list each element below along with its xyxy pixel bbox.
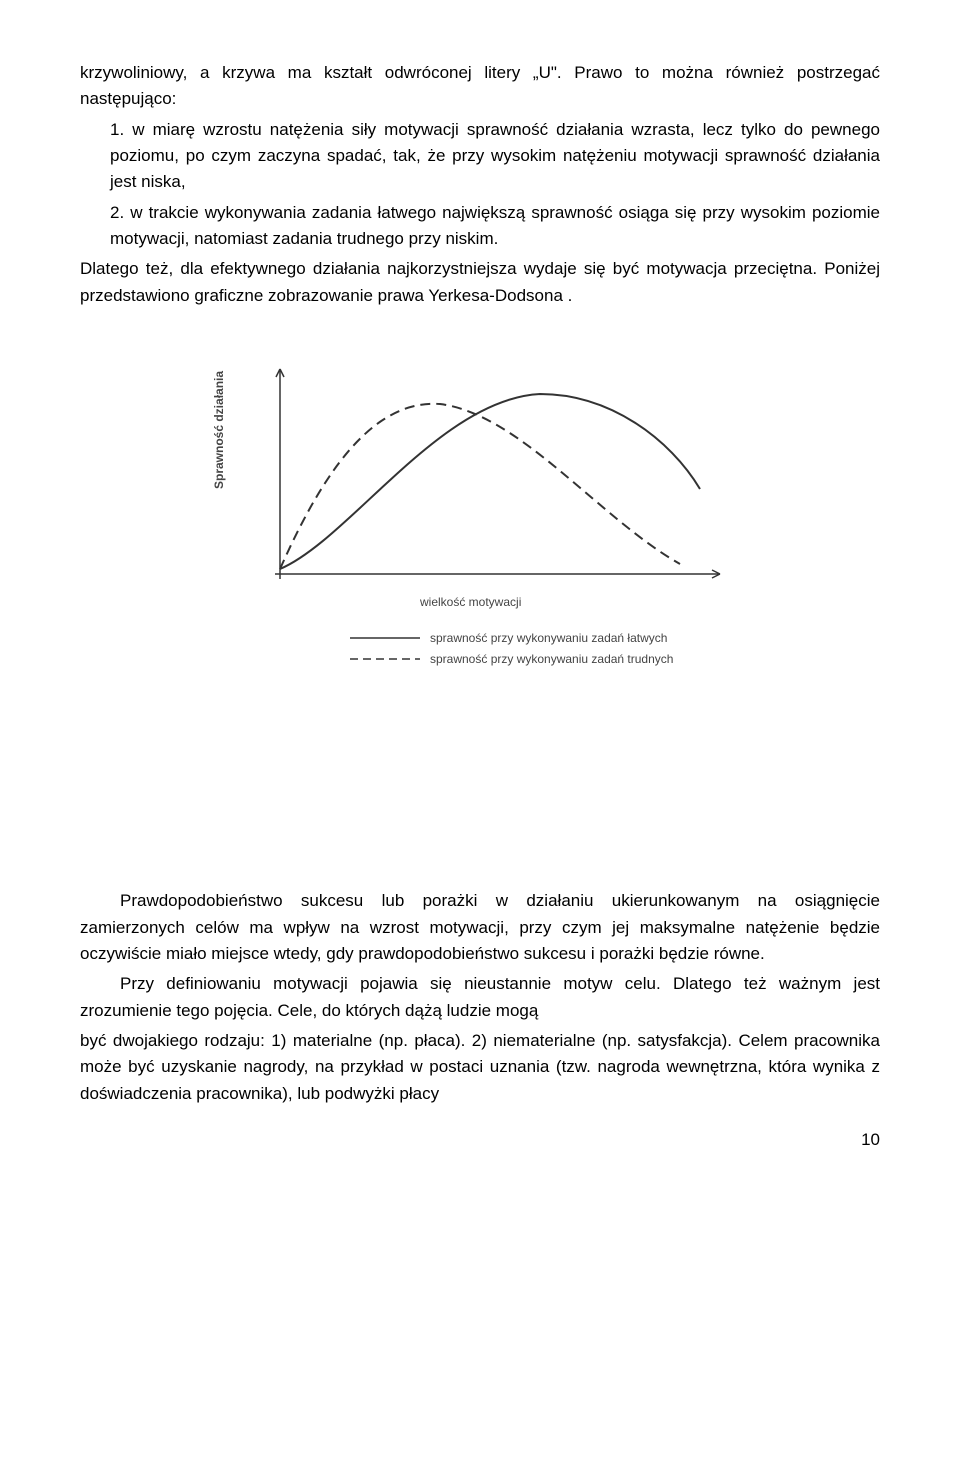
yerkes-dodson-chart: Sprawność działania wielkość motywacji s… bbox=[220, 339, 740, 668]
chart-y-axis-label: Sprawność działania bbox=[210, 371, 229, 489]
legend-line-solid-icon bbox=[350, 633, 420, 643]
curve-hard-tasks bbox=[280, 404, 680, 569]
paragraph-probability: Prawdopodobieństwo sukcesu lub porażki w… bbox=[80, 888, 880, 967]
chart-x-axis-label: wielkość motywacji bbox=[420, 593, 521, 612]
legend-text-hard: sprawność przy wykonywaniu zadań trudnyc… bbox=[430, 650, 673, 669]
paragraph-intro: krzywoliniowy, a krzywa ma kształt odwró… bbox=[80, 60, 880, 113]
legend-row-hard: sprawność przy wykonywaniu zadań trudnyc… bbox=[350, 650, 740, 669]
list-num-1: 1. bbox=[110, 120, 124, 139]
chart-legend: sprawność przy wykonywaniu zadań łatwych… bbox=[220, 629, 740, 668]
list-text-1: w miarę wzrostu natężenia siły motywacji… bbox=[110, 120, 880, 192]
paragraph-goal-motive: Przy definiowaniu motywacji pojawia się … bbox=[80, 971, 880, 1024]
page-number: 10 bbox=[80, 1127, 880, 1153]
chart-svg bbox=[220, 339, 740, 619]
list-item-1: 1. w miarę wzrostu natężenia siły motywa… bbox=[110, 117, 880, 196]
list-text-2: w trakcie wykonywania zadania łatwego na… bbox=[110, 203, 880, 248]
legend-line-dashed-icon bbox=[350, 654, 420, 664]
paragraph-conclusion: Dlatego też, dla efektywnego działania n… bbox=[80, 256, 880, 309]
list-num-2: 2. bbox=[110, 203, 124, 222]
legend-text-easy: sprawność przy wykonywaniu zadań łatwych bbox=[430, 629, 667, 648]
numbered-list: 1. w miarę wzrostu natężenia siły motywa… bbox=[110, 117, 880, 253]
list-item-2: 2. w trakcie wykonywania zadania łatwego… bbox=[110, 200, 880, 253]
paragraph-goal-types: być dwojakiego rodzaju: 1) materialne (n… bbox=[80, 1028, 880, 1107]
legend-row-easy: sprawność przy wykonywaniu zadań łatwych bbox=[350, 629, 740, 648]
